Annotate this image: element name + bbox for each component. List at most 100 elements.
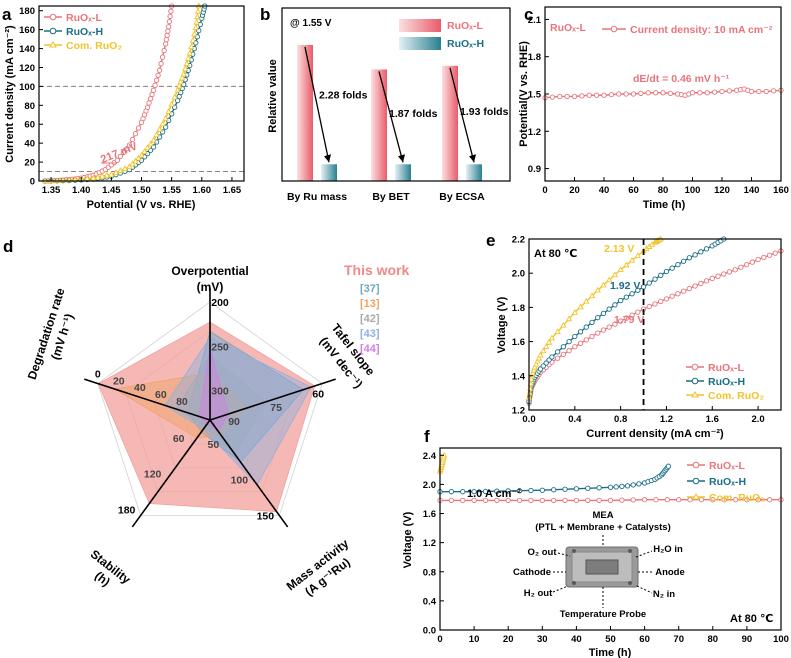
data-point [545, 338, 553, 345]
radar-tick-label: 50 [207, 439, 219, 451]
data-point [565, 315, 573, 322]
panel-a-series [41, 2, 208, 184]
y-tick-label: 0.9 [528, 164, 541, 175]
radar-series-ref [113, 372, 248, 439]
data-point [540, 347, 547, 354]
data-point [669, 293, 675, 299]
panel-f-ylabel: Voltage (V) [402, 511, 414, 568]
x-tick-label: 160 [773, 185, 789, 196]
data-point [726, 88, 733, 94]
data-point [664, 497, 670, 503]
data-point [505, 497, 511, 504]
y-tick-label: 0 [30, 177, 35, 188]
panel-f-xlabel: Time (h) [589, 647, 632, 658]
y-tick-label: 2.0 [512, 269, 525, 280]
panel-e-frame [528, 238, 782, 411]
data-point [193, 18, 200, 25]
mea-arrow [552, 585, 569, 593]
data-point [652, 301, 658, 307]
data-point [660, 90, 666, 96]
data-point [571, 308, 578, 315]
data-point [176, 82, 183, 89]
panel-b-label: b [260, 5, 270, 24]
x-tick-label: 1.35 [42, 185, 61, 196]
data-point [562, 486, 568, 492]
data-point [663, 296, 670, 302]
mea-n2-in: N₂ in [653, 589, 675, 600]
data-point [703, 278, 710, 284]
bar-ruox-l [297, 44, 313, 181]
data-point [165, 24, 172, 30]
x-tick-label: 50 [605, 634, 616, 645]
data-point [168, 8, 174, 14]
radar-tick-label: 180 [118, 504, 136, 516]
data-point [103, 171, 110, 178]
data-point [593, 92, 600, 98]
data-point [698, 497, 705, 503]
data-point [179, 74, 186, 81]
panel-e-legend: RuOₓ-L RuOₓ-H Com. RuO₂ [686, 362, 764, 402]
data-point [572, 344, 578, 350]
legend-ref-42: [42] [360, 313, 380, 325]
bar-ruox-h [321, 164, 337, 181]
panel-e-ticks: 0.0 0.4 0.8 1.2 1.6 2.0 1.2 1.4 1.6 1.8 2.0 2.2 [512, 235, 765, 426]
data-point [744, 497, 750, 503]
panel-f-current: 1.0 A cm⁻² [467, 488, 521, 500]
x-tick-label: 10 [469, 634, 480, 645]
legend-marker-ru [691, 391, 699, 398]
x-tick-label: 120 [714, 185, 730, 196]
data-point [573, 497, 580, 504]
panel-b-frame [281, 7, 511, 182]
data-point [168, 100, 175, 107]
data-point [528, 375, 535, 382]
panel-b-ylabel: Relative value [267, 59, 279, 132]
data-point [686, 285, 693, 292]
radar-tick-label: 120 [144, 469, 162, 481]
data-point [645, 90, 651, 96]
data-point [588, 292, 596, 299]
panel-c-annotation: dE/dt = 0.46 mV h⁻¹ [633, 73, 730, 85]
radar-tick-label: 100 [231, 475, 249, 487]
panel-c: c 0 20 40 60 80 100 120 140 160 0.9 1.2 1.5 1.8 2.1 T… [518, 5, 789, 211]
panel-f-legend: RuOₓ-L RuOₓ-H Com. RuO₂ [687, 460, 765, 504]
data-point [182, 65, 189, 72]
data-point [165, 28, 171, 34]
data-point [147, 96, 154, 102]
panel-e: e 0.0 0.4 0.8 1.2 1.6 2.0 1.2 1.4 1.6 1.8 2.0 2.2 C… [486, 231, 784, 440]
mea-h2o-in: H₂O in [653, 544, 683, 555]
data-point [595, 330, 601, 336]
data-point [665, 463, 672, 469]
data-point [562, 497, 568, 504]
data-point [120, 149, 127, 156]
data-point [613, 484, 619, 490]
x-tick-label: 1.2 [660, 414, 673, 425]
data-point [99, 172, 106, 179]
mea-bolt-icon [628, 581, 632, 585]
mea-bolt-icon [628, 549, 632, 553]
data-point [583, 297, 590, 304]
data-point [549, 354, 555, 360]
data-point [646, 280, 652, 286]
data-point [482, 488, 489, 495]
data-point [132, 131, 139, 137]
data-point [756, 88, 762, 95]
legend-item-ruox-l: RuOₓ-L [44, 12, 103, 24]
data-point [494, 488, 500, 494]
data-point [460, 497, 466, 504]
bar-ruox-l [442, 65, 458, 181]
data-point [162, 115, 169, 121]
category-label: By BET [372, 191, 410, 203]
data-point [156, 67, 163, 73]
data-point [638, 90, 644, 97]
data-point [162, 41, 169, 47]
panel-e-condition: At 80 ℃ [534, 248, 577, 260]
data-point [185, 54, 192, 61]
x-tick-label: 80 [708, 634, 719, 645]
data-point [564, 93, 570, 100]
data-point [766, 497, 773, 503]
panel-c-ylabel: Potential(V vs. RHE) [518, 41, 530, 147]
data-point [635, 287, 641, 293]
data-point [715, 273, 721, 279]
data-point [188, 43, 195, 50]
legend-marker-h [49, 27, 57, 35]
